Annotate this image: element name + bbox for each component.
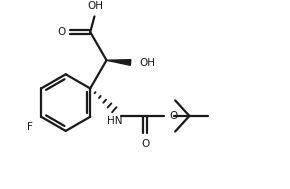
Text: O: O	[57, 27, 65, 37]
Text: O: O	[141, 139, 150, 149]
Text: O: O	[169, 111, 177, 121]
Text: OH: OH	[87, 1, 103, 11]
Polygon shape	[106, 60, 131, 65]
Text: OH: OH	[140, 57, 156, 67]
Text: HN: HN	[107, 116, 123, 126]
Text: F: F	[27, 122, 33, 132]
